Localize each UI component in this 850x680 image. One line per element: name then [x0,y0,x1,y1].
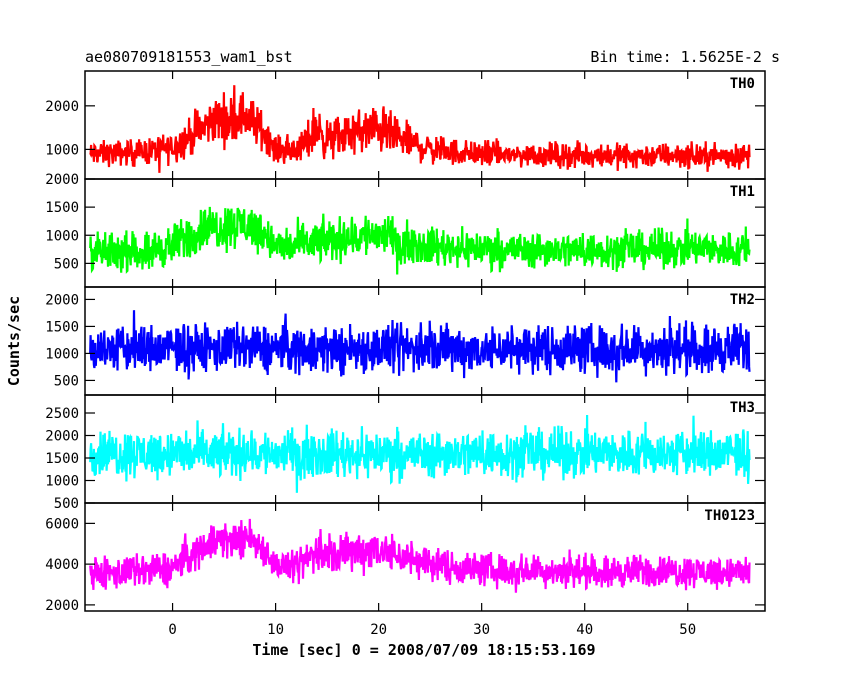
panel-label-th0123: TH0123 [704,508,755,524]
x-tick-label: 0 [168,622,176,638]
bin-time-label: Bin time: 1.5625E-2 s [590,48,780,66]
series-line-th0123 [89,518,751,593]
y-tick-label: 1000 [45,346,79,362]
y-tick-label: 1500 [45,319,79,335]
panel-label-th0: TH0 [730,76,755,92]
panel-th0123: 2000 4000 6000 TH0123 [45,502,766,614]
series-line-th2 [89,310,751,383]
panels-group: 1000 2000 TH0 500 1000 1500 2000 TH1 500 1000 1500… [45,70,766,614]
x-tick-label: 10 [267,622,284,638]
series-line-th1 [89,206,751,275]
panel-th0: 1000 2000 TH0 [45,70,766,180]
panel-label-th2: TH2 [730,292,755,308]
y-tick-label: 1500 [45,200,79,216]
y-tick-label: 1000 [45,228,79,244]
y-tick-label: 2000 [45,99,79,115]
y-axis-title: Counts/sec [5,296,23,386]
panel-frame [84,70,766,180]
y-tick-label: 1500 [45,451,79,467]
y-tick-label: 2000 [45,598,79,614]
y-tick-label: 4000 [45,557,79,573]
y-tick-label: 1000 [45,142,79,158]
x-axis: 0 10 20 30 40 50 [168,622,696,638]
y-tick-label: 2500 [45,406,79,422]
y-tick-label: 500 [54,373,79,389]
panel-th1: 500 1000 1500 2000 TH1 [45,172,766,288]
x-axis-title: Time [sec] 0 = 2008/07/09 18:15:53.169 [252,641,595,659]
x-tick-label: 20 [370,622,387,638]
panel-label-th1: TH1 [730,184,755,200]
panel-frame [84,502,766,612]
x-tick-label: 30 [473,622,490,638]
chart-title: ae080709181553_wam1_bst [85,48,293,66]
y-tick-label: 500 [54,256,79,272]
y-tick-label: 500 [54,496,79,512]
x-tick-label: 50 [679,622,696,638]
y-tick-label: 2000 [45,292,79,308]
y-tick-label: 6000 [45,516,79,532]
series-line-th0 [89,85,751,173]
y-tick-label: 2000 [45,429,79,445]
series-line-th3 [89,414,751,493]
y-tick-label: 2000 [45,172,79,188]
panel-th3: 500 1000 1500 2000 2500 TH3 [45,394,766,512]
y-tick-label: 1000 [45,474,79,490]
panel-label-th3: TH3 [730,400,755,416]
x-tick-label: 40 [576,622,593,638]
panel-th2: 500 1000 1500 2000 TH2 [45,286,766,396]
